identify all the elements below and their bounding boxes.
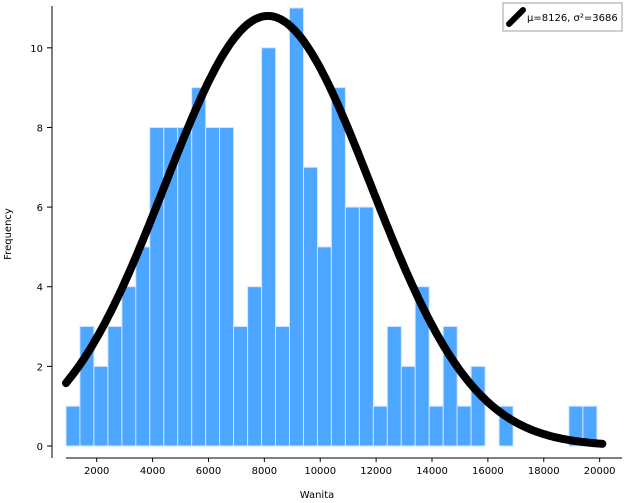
histogram-bar: [428, 405, 444, 447]
histogram-bar: [191, 87, 207, 447]
histogram-bar: [247, 286, 263, 447]
y-tick-label: 10: [30, 44, 43, 55]
histogram-bar: [400, 365, 416, 447]
legend: μ=8126, σ²=3686: [502, 2, 623, 32]
x-tick-label: 10000: [304, 466, 336, 477]
histogram-bar: [219, 127, 235, 447]
y-axis-title: Frequency: [3, 208, 14, 260]
y-tick-label: 0: [37, 442, 43, 453]
x-tick-label: 8000: [252, 466, 277, 477]
y-tick-label: 8: [37, 123, 43, 134]
legend-label: μ=8126, σ²=3686: [527, 13, 618, 24]
histogram-bar: [358, 206, 374, 447]
y-tick-label: 6: [37, 203, 43, 214]
x-axis-ticks: 2000 4000 6000 8000 10000 12000 14000 16000 1800…: [84, 458, 616, 477]
x-tick-label: 14000: [416, 466, 448, 477]
x-tick-label: 6000: [196, 466, 221, 477]
y-tick-label: 2: [37, 362, 43, 373]
normal-curve: [62, 12, 607, 448]
histogram-bar: [121, 286, 137, 447]
histogram-bar: [65, 405, 81, 447]
histogram-bar: [135, 246, 151, 447]
histogram-bar: [456, 405, 472, 447]
histogram-bar: [107, 326, 123, 447]
histogram-bar: [316, 246, 332, 447]
x-tick-label: 18000: [528, 466, 560, 477]
curve-layer: [62, 12, 607, 448]
x-tick-label: 16000: [472, 466, 504, 477]
histogram-bar: [330, 87, 346, 447]
x-tick-label: 2000: [84, 466, 109, 477]
histogram-bar: [149, 127, 165, 447]
histogram-bar: [93, 365, 109, 447]
histogram-bar: [205, 127, 221, 447]
x-axis-title: Wanita: [300, 490, 335, 501]
histogram-bar: [414, 286, 430, 447]
histogram-bar: [275, 326, 290, 447]
histogram-bar: [470, 365, 486, 447]
bars-layer: [65, 7, 598, 447]
y-tick-label: 4: [37, 283, 43, 294]
y-axis-ticks: 0 2 4 6 8 10: [30, 44, 52, 453]
histogram-bar: [303, 166, 318, 447]
x-tick-label: 20000: [584, 466, 616, 477]
histogram-bar: [344, 206, 360, 447]
histogram-bar: [372, 405, 388, 447]
histogram-bar: [177, 127, 193, 447]
histogram-bar: [233, 326, 249, 447]
x-tick-label: 4000: [140, 466, 165, 477]
x-tick-label: 12000: [360, 466, 392, 477]
histogram-bar: [261, 47, 277, 447]
histogram-bar: [289, 7, 304, 447]
legend-line-swatch: [506, 7, 526, 27]
histogram-bar: [386, 326, 402, 447]
axes-layer: 0 2 4 6 8 10 2000 4000 6000 8000 10000 12000 14000 1…: [30, 6, 622, 477]
